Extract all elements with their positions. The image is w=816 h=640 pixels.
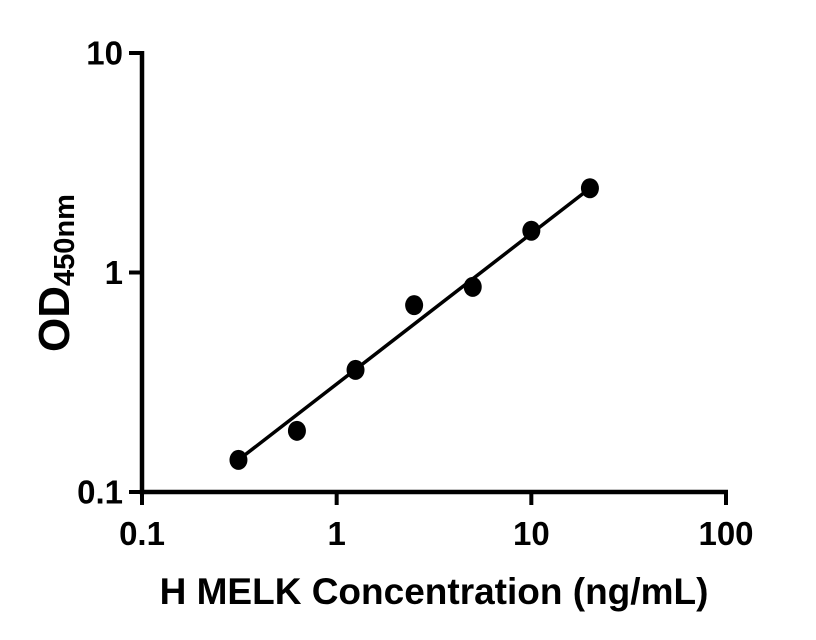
x-axis-tick-label: 10 — [513, 515, 550, 552]
y-axis-title-base: OD — [30, 285, 79, 352]
data-point — [522, 220, 541, 241]
y-axis-tick-label: 10 — [86, 35, 123, 72]
x-axis-tick-label: 100 — [698, 515, 753, 552]
data-point — [463, 276, 482, 297]
x-axis-tick-label: 0.1 — [119, 515, 165, 552]
y-axis-title-subscript: 450nm — [49, 194, 81, 286]
y-axis-title: OD450nm — [30, 194, 82, 352]
data-point — [229, 449, 248, 470]
y-axis-tick-label: 1 — [105, 254, 123, 291]
y-axis-tick-label: 0.1 — [77, 474, 123, 511]
x-axis-tick-label: 1 — [327, 515, 345, 552]
data-point — [580, 178, 599, 199]
data-point — [346, 359, 365, 380]
data-point — [405, 295, 424, 316]
x-axis-title: H MELK Concentration (ng/mL) — [159, 571, 709, 612]
data-point — [287, 420, 306, 441]
